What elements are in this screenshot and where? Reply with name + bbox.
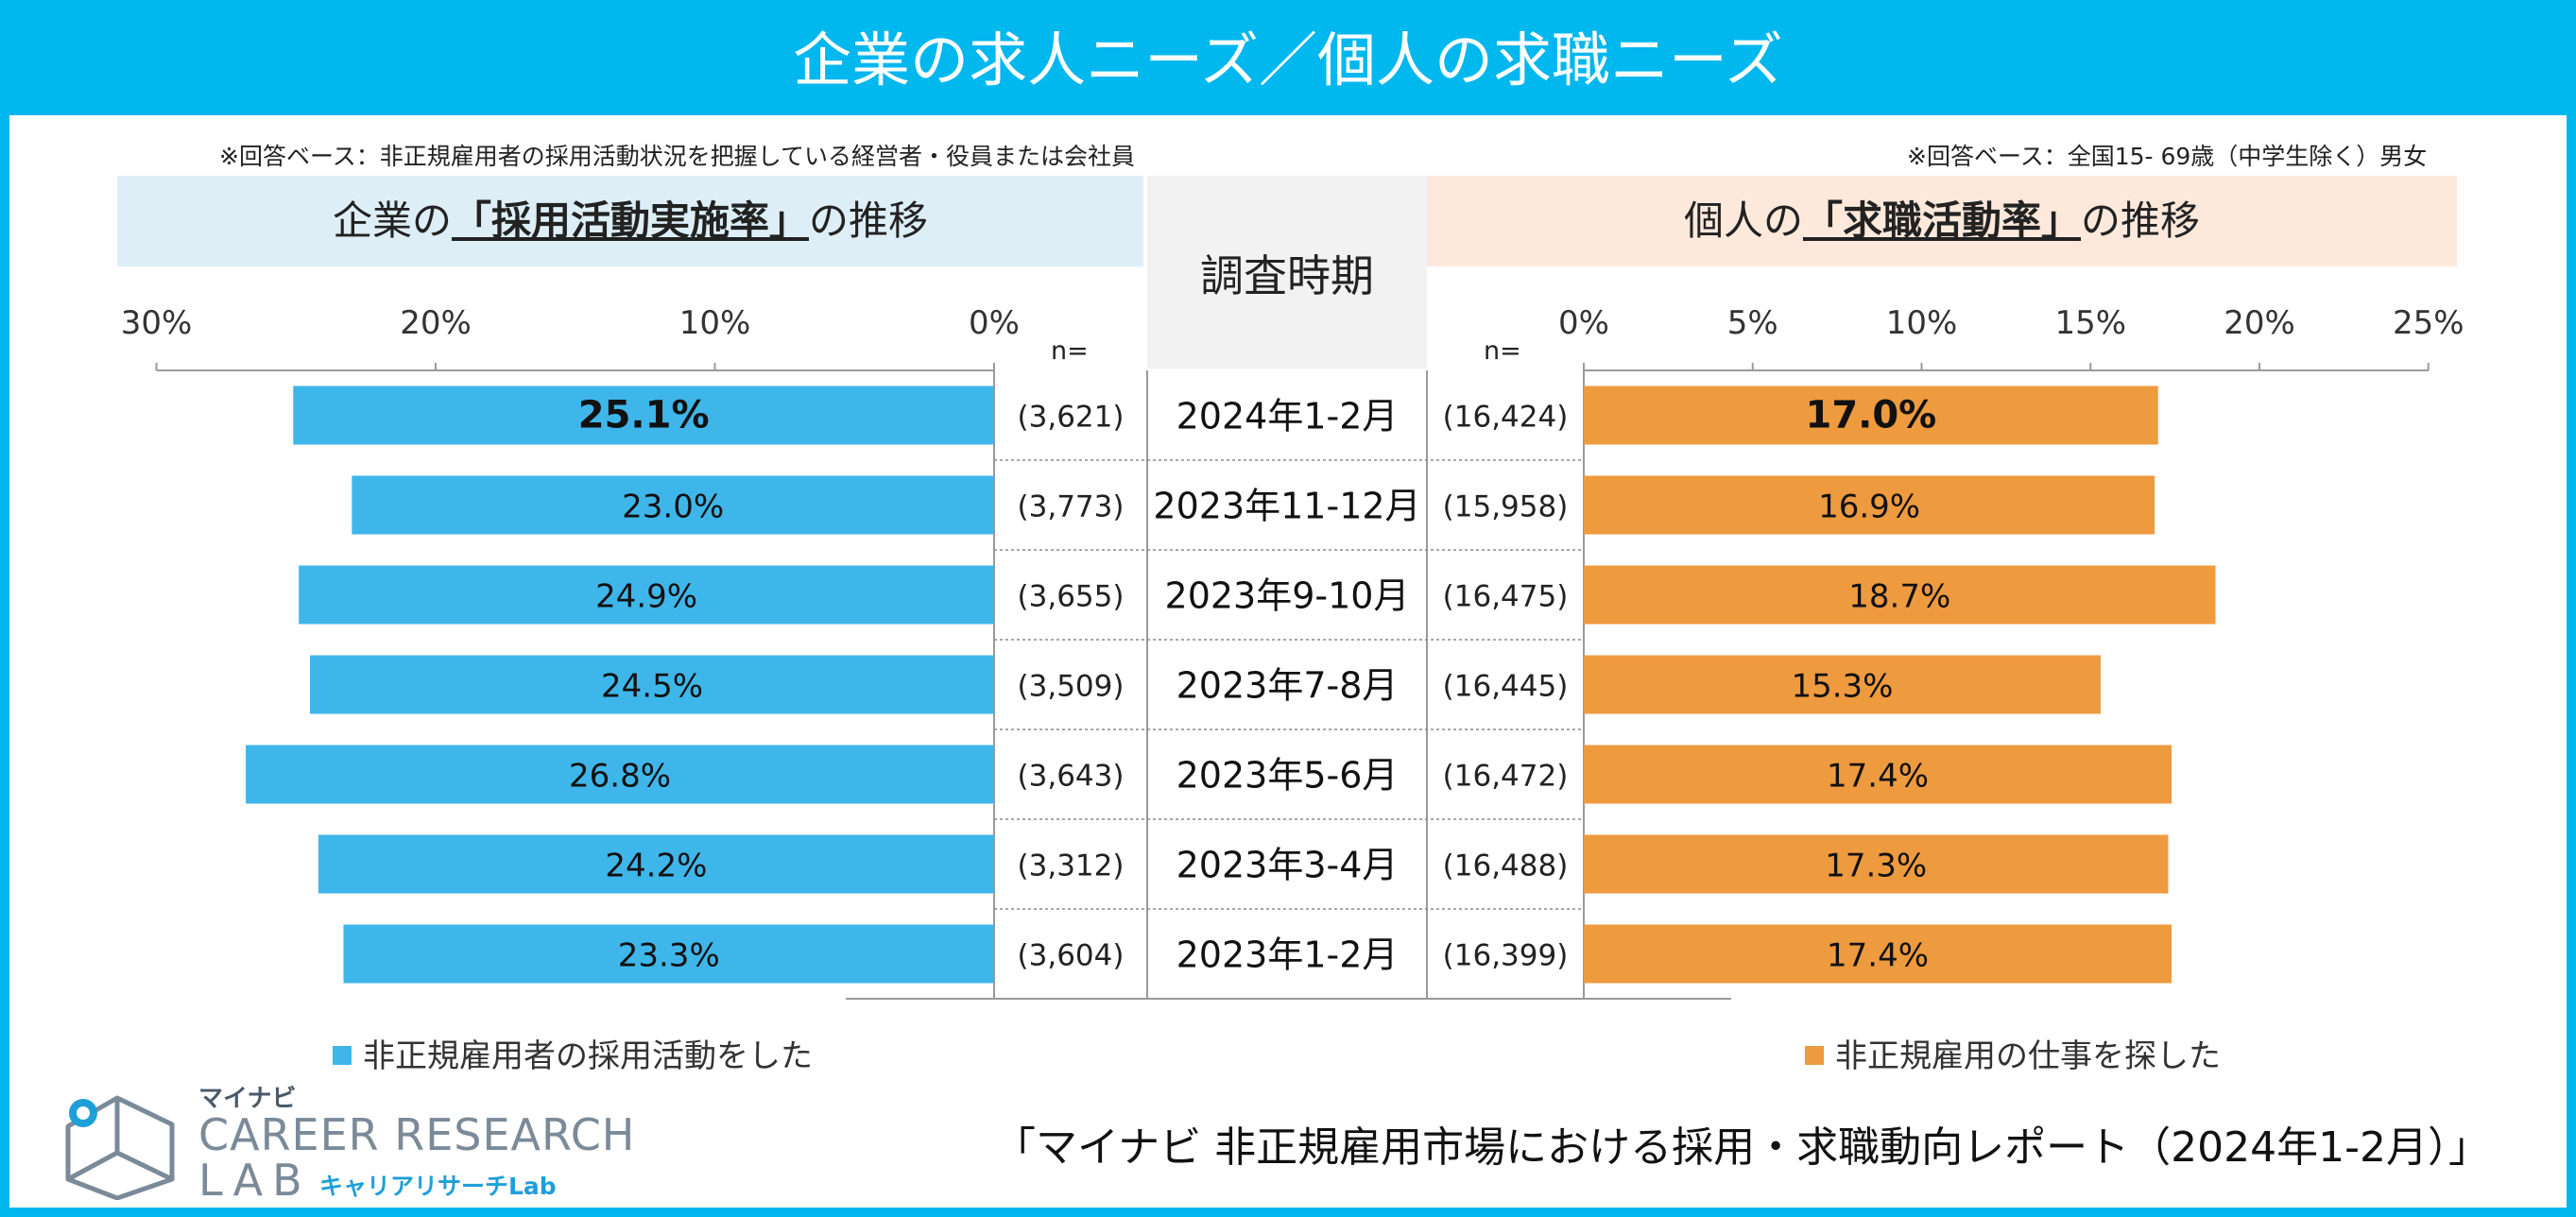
- right-bar: [1584, 745, 2172, 804]
- source-caption: 「マイナビ 非正規雇用市場における採用・求職動向レポート（2024年1-2月）」: [994, 1123, 2490, 1172]
- left-tick-label: 0%: [969, 304, 1020, 342]
- period-label: 2023年3-4月: [1176, 845, 1399, 886]
- note-right: ※回答ベース：全国15- 69歳（中学生除く）男女: [1907, 143, 2428, 170]
- header-left-post: の推移: [809, 197, 929, 244]
- header-left-em: 「採用活動実施率」: [451, 197, 809, 244]
- right-bar-label: 17.3%: [1825, 848, 1927, 885]
- legend-left-label: 非正規雇用者の採用活動をした: [363, 1037, 813, 1075]
- right-n-value: (16,445): [1443, 670, 1569, 704]
- right-tick-label: 5%: [1726, 304, 1778, 342]
- legend-right: 非正規雇用の仕事を探した: [1805, 1030, 2221, 1076]
- left-bar: [318, 834, 994, 894]
- right-tick-label: 15%: [2054, 304, 2127, 342]
- right-n-value: (15,958): [1443, 490, 1569, 524]
- left-tick-label: 20%: [400, 304, 472, 342]
- left-n-value: (3,643): [1018, 760, 1125, 794]
- left-n-value: (3,621): [1018, 401, 1125, 435]
- page-title: 企業の求人ニーズ／個人の求職ニーズ: [0, 0, 2576, 115]
- right-bar: [1584, 924, 2172, 984]
- right-bar-label: 16.9%: [1818, 489, 1920, 526]
- period-label: 2024年1-2月: [1176, 396, 1399, 437]
- right-bar-label: 17.0%: [1805, 394, 1936, 437]
- right-n-value: (16,472): [1443, 760, 1569, 794]
- right-bar-label: 15.3%: [1791, 668, 1893, 706]
- left-n-value: (3,604): [1018, 939, 1125, 973]
- period-label: 2023年5-6月: [1176, 755, 1399, 797]
- right-tick-label: 25%: [2392, 304, 2464, 342]
- header-period: 調査時期: [1147, 176, 1427, 369]
- left-n-value: (3,312): [1018, 849, 1125, 883]
- left-tick-label: 30%: [120, 304, 193, 342]
- left-tick-label: 10%: [678, 304, 751, 342]
- right-tick-label: 0%: [1558, 304, 1609, 342]
- left-n-value: (3,655): [1018, 580, 1125, 614]
- left-bar-label: 23.3%: [618, 937, 720, 975]
- left-bar-label: 24.2%: [605, 848, 707, 885]
- period-label: 2023年1-2月: [1176, 934, 1399, 976]
- header-right-pre: 個人の: [1683, 197, 1803, 244]
- n-label-left: n=: [1051, 336, 1089, 366]
- right-bar: [1584, 565, 2216, 625]
- header-left: 企業の「採用活動実施率」の推移: [117, 176, 1143, 266]
- header-right-post: の推移: [2081, 197, 2201, 244]
- right-bar: [1584, 834, 2169, 894]
- left-bar: [352, 475, 995, 535]
- right-n-value: (16,399): [1443, 939, 1569, 973]
- legend-left: 非正規雇用者の採用活動をした: [333, 1030, 813, 1076]
- career-research-lab-logo-icon: [65, 1095, 175, 1200]
- right-bar: [1584, 386, 2158, 445]
- left-bar: [246, 745, 994, 804]
- left-n-value: (3,773): [1018, 490, 1125, 524]
- left-bar-label: 24.5%: [601, 668, 703, 706]
- left-bar: [299, 565, 995, 625]
- header-right: 個人の「求職活動率」の推移: [1427, 176, 2457, 266]
- right-bar-label: 18.7%: [1848, 578, 1950, 616]
- left-bar: [343, 924, 994, 984]
- right-n-value: (16,475): [1443, 580, 1569, 614]
- left-bar-label: 23.0%: [622, 489, 724, 526]
- logo-sub: キャリアリサーチLab: [319, 1173, 557, 1200]
- period-label: 2023年11-12月: [1153, 486, 1420, 527]
- note-left: ※回答ベース：非正規雇用者の採用活動状況を把握している経営者・役員または会社員: [219, 143, 1135, 170]
- header-right-em: 「求職活動率」: [1802, 197, 2081, 244]
- right-n-value: (16,424): [1443, 401, 1569, 435]
- left-bar-label: 25.1%: [578, 394, 710, 437]
- logo-line2: LAB: [198, 1155, 312, 1206]
- right-tick-label: 20%: [2224, 304, 2295, 342]
- right-bar: [1584, 475, 2155, 535]
- legend-right-label: 非正規雇用の仕事を探した: [1835, 1037, 2221, 1075]
- period-label: 2023年9-10月: [1165, 575, 1410, 617]
- right-n-value: (16,488): [1443, 849, 1569, 883]
- legend-left-swatch: [333, 1046, 352, 1065]
- right-bar: [1584, 655, 2101, 714]
- n-label-right: n=: [1484, 336, 1521, 366]
- period-label: 2023年7-8月: [1176, 665, 1399, 707]
- left-n-value: (3,509): [1018, 670, 1125, 704]
- header-left-pre: 企業の: [332, 197, 452, 244]
- left-bar: [293, 386, 994, 445]
- right-bar-label: 17.4%: [1827, 758, 1929, 796]
- right-tick-label: 10%: [1885, 304, 1958, 342]
- left-bar-label: 24.9%: [595, 578, 697, 616]
- left-bar: [310, 655, 994, 714]
- logo-line1: CAREER RESEARCH: [198, 1109, 636, 1160]
- legend-right-swatch: [1805, 1046, 1824, 1065]
- right-bar-label: 17.4%: [1827, 937, 1929, 975]
- logo-kana: マイナビ: [198, 1085, 297, 1113]
- left-bar-label: 26.8%: [569, 758, 671, 796]
